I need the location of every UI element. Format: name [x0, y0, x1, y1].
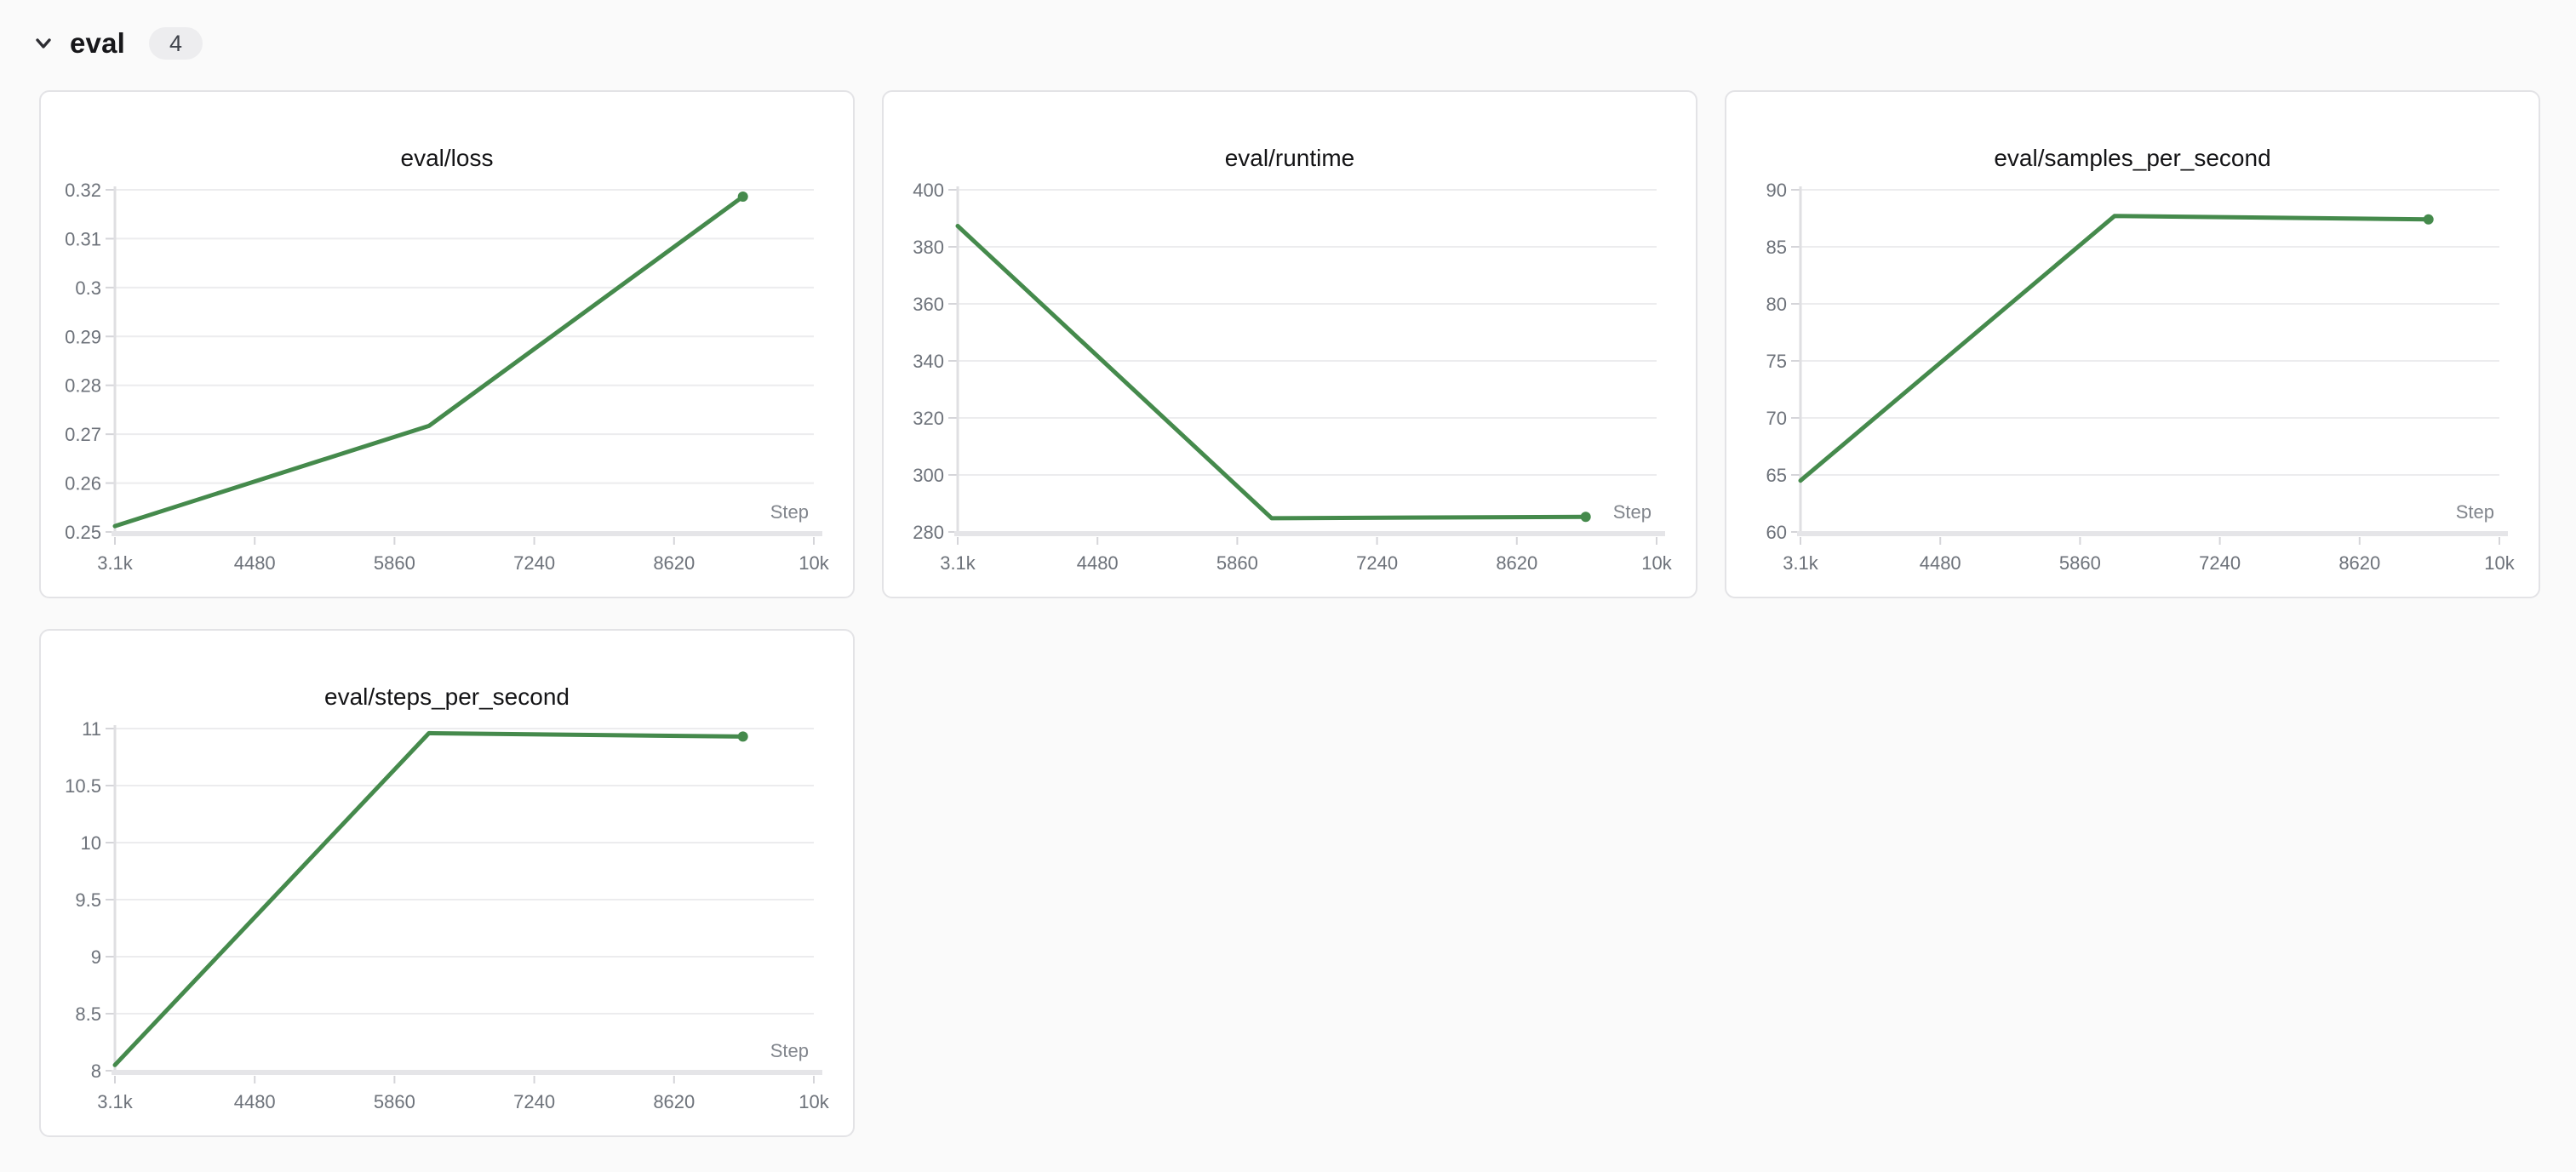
y-tick-label: 0.27 — [65, 424, 101, 445]
y-tick-label: 340 — [913, 351, 944, 372]
x-tick-label: 7240 — [2199, 552, 2241, 574]
x-tick-label: 4480 — [234, 1091, 276, 1112]
y-tick-label: 75 — [1766, 351, 1787, 372]
y-tick-label: 65 — [1766, 465, 1787, 486]
end-point-marker — [737, 731, 748, 742]
y-tick-label: 60 — [1766, 522, 1787, 543]
y-tick-label: 300 — [913, 465, 944, 486]
y-tick-label: 0.28 — [65, 375, 101, 397]
y-tick-label: 10.5 — [65, 775, 101, 797]
chart-card-eval-loss[interactable]: eval/loss 0.25 0.26 0.27 0.28 0.29 0.3 0.31 0.3… — [39, 90, 855, 598]
x-tick-label: 4480 — [1077, 552, 1119, 574]
x-tick-label: 8620 — [2338, 552, 2380, 574]
y-tick-label: 11 — [82, 718, 101, 740]
data-line — [112, 194, 746, 529]
y-tick-label: 9.5 — [75, 889, 101, 911]
y-tick-label: 400 — [913, 180, 944, 201]
y-tick-label: 70 — [1766, 408, 1787, 429]
y-tick-label: 0.32 — [65, 180, 101, 201]
y-tick-label: 380 — [913, 237, 944, 258]
x-tick-label: 3.1k — [940, 552, 976, 574]
y-tick-label: 8.5 — [75, 1003, 101, 1025]
y-tick-label: 10 — [81, 832, 101, 854]
x-tick-label: 3.1k — [1783, 552, 1819, 574]
data-line — [955, 224, 1589, 521]
x-tick-label: 3.1k — [97, 1091, 134, 1112]
x-tick-label: 3.1k — [97, 552, 134, 574]
x-axis-line — [112, 1070, 822, 1075]
x-axis-label: Step — [1613, 501, 1652, 523]
x-axis-line — [112, 531, 822, 536]
y-tick-label: 360 — [913, 294, 944, 315]
y-tick-label: 90 — [1766, 180, 1787, 201]
x-tick-label: 5860 — [2059, 552, 2101, 574]
data-line — [112, 730, 746, 1067]
x-tick-label: 4480 — [1920, 552, 1961, 574]
x-tick-label: 7240 — [1356, 552, 1398, 574]
x-tick-label: 8620 — [653, 552, 695, 574]
line-chart-eval-samples-per-second[interactable]: 60 65 70 75 80 85 90 3.1k 4480 5860 7240 8620 10k Ste… — [1726, 92, 2539, 597]
x-axis-label: Step — [770, 501, 809, 523]
chart-title: eval/steps_per_second — [324, 683, 570, 710]
x-tick-label: 10k — [799, 552, 829, 574]
y-tick-label: 0.29 — [65, 326, 101, 347]
chart-card-eval-samples-per-second[interactable]: eval/samples_per_second 60 65 70 75 80 85 90 3.… — [1725, 90, 2540, 598]
x-axis-line — [954, 531, 1665, 536]
y-tick-label: 0.26 — [65, 473, 101, 495]
section-title: eval — [70, 27, 126, 59]
y-tick-label: 8 — [91, 1061, 101, 1082]
x-tick-label: 8620 — [1496, 552, 1537, 574]
x-tick-label: 5860 — [374, 552, 415, 574]
end-point-marker — [2423, 214, 2434, 225]
chart-title: eval/loss — [400, 145, 494, 171]
x-tick-label: 10k — [2484, 552, 2515, 574]
x-tick-label: 4480 — [234, 552, 276, 574]
x-tick-label: 7240 — [513, 1091, 555, 1112]
panel-count-badge: 4 — [149, 27, 203, 60]
line-chart-eval-loss[interactable]: 0.25 0.26 0.27 0.28 0.29 0.3 0.31 0.32 3.1k 4480 5… — [41, 92, 853, 597]
x-axis-label: Step — [2456, 501, 2494, 523]
line-chart-eval-runtime[interactable]: 280 300 320 340 360 380 400 3.1k 4480 5860 7240 862… — [884, 92, 1696, 597]
y-tick-label: 0.3 — [75, 277, 101, 299]
end-point-marker — [1580, 512, 1591, 523]
x-axis-line — [1797, 531, 2508, 536]
x-tick-label: 10k — [1641, 552, 1672, 574]
data-line — [1798, 214, 2431, 483]
y-tick-label: 85 — [1766, 237, 1787, 258]
section-header-eval[interactable]: eval 4 — [31, 20, 203, 66]
chart-card-eval-steps-per-second[interactable]: eval/steps_per_second 8 8.5 9 9.5 10 10.5 11 3.… — [39, 629, 855, 1137]
x-tick-label: 5860 — [374, 1091, 415, 1112]
chart-title: eval/runtime — [1224, 145, 1355, 171]
x-tick-label: 8620 — [653, 1091, 695, 1112]
y-tick-label: 0.31 — [65, 228, 101, 249]
x-axis-label: Step — [770, 1040, 809, 1061]
chart-card-eval-runtime[interactable]: eval/runtime 280 300 320 340 360 380 400 3.1k 44… — [882, 90, 1697, 598]
x-tick-label: 5860 — [1216, 552, 1258, 574]
y-tick-label: 0.25 — [65, 522, 101, 543]
y-tick-label: 280 — [913, 522, 944, 543]
chart-title: eval/samples_per_second — [1994, 145, 2271, 171]
line-chart-eval-steps-per-second[interactable]: 8 8.5 9 9.5 10 10.5 11 3.1k 4480 5860 7240 8620 10k S… — [41, 631, 853, 1135]
x-tick-label: 7240 — [513, 552, 555, 574]
y-tick-label: 80 — [1766, 294, 1787, 315]
x-tick-label: 10k — [799, 1091, 829, 1112]
chevron-down-icon[interactable] — [31, 31, 56, 56]
y-tick-label: 320 — [913, 408, 944, 429]
y-tick-label: 9 — [91, 946, 101, 968]
end-point-marker — [737, 192, 748, 202]
